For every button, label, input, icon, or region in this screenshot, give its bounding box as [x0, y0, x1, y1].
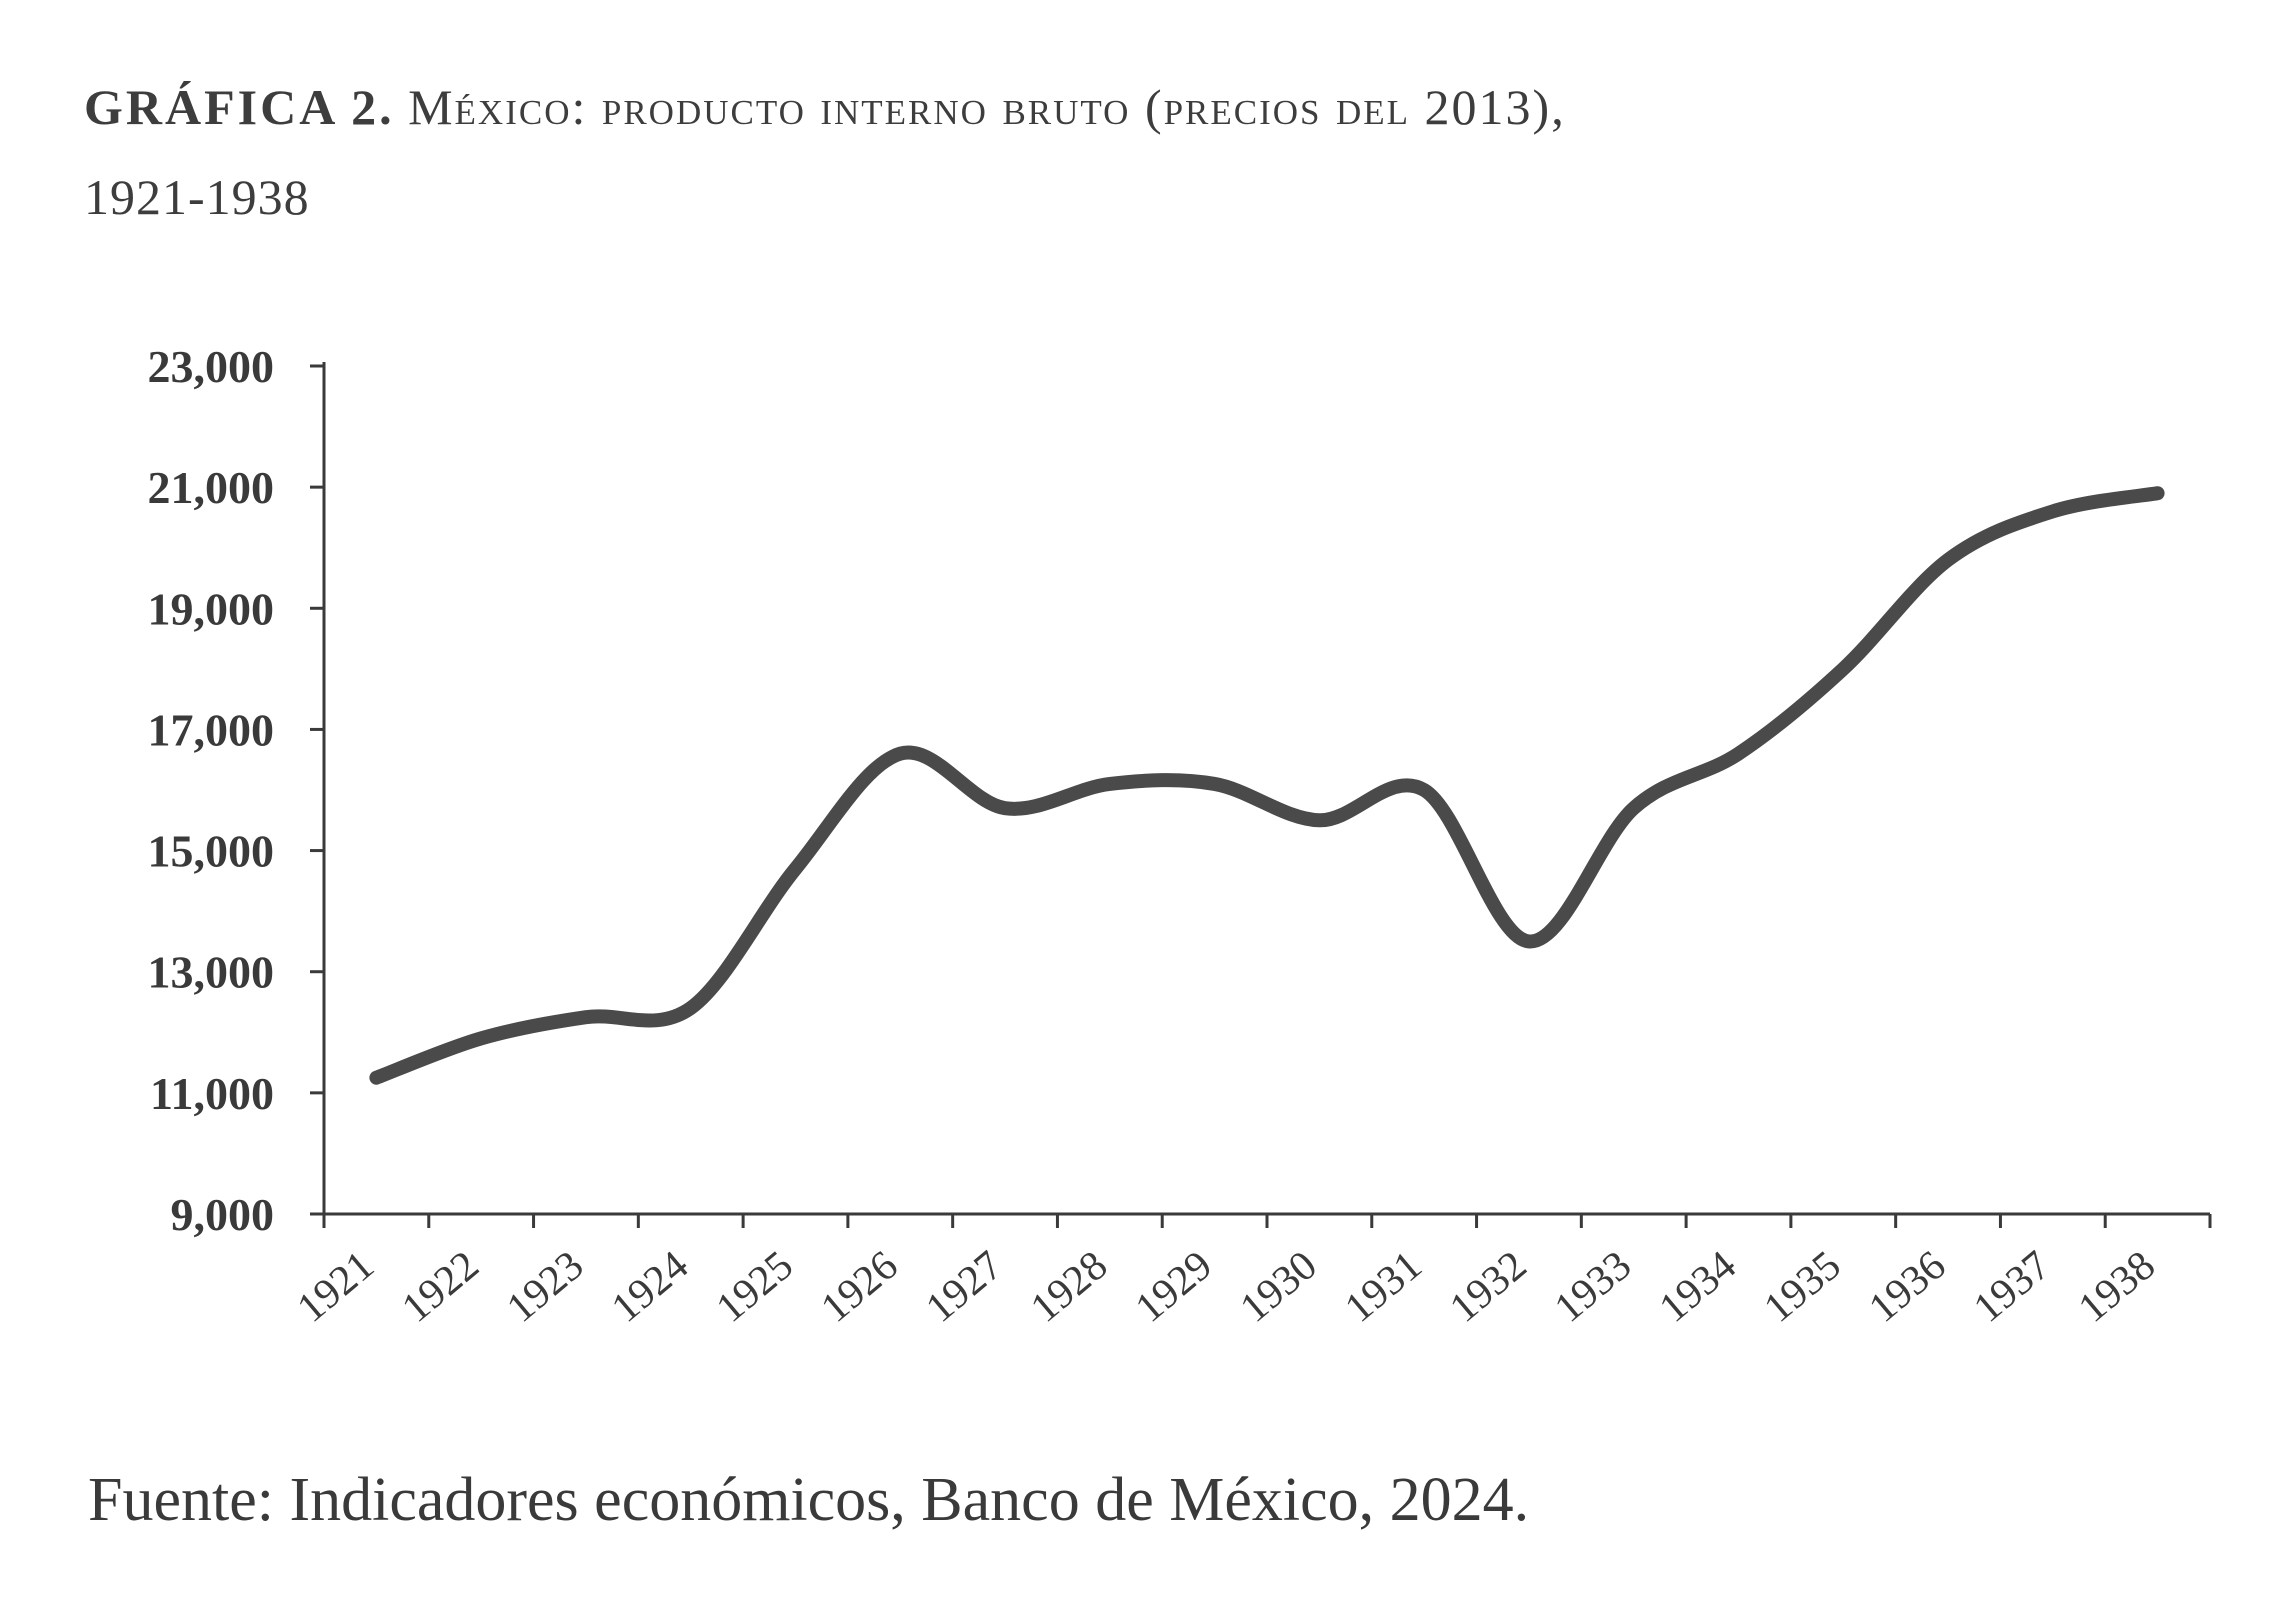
x-tick-label: 1924: [603, 1242, 697, 1331]
data-point: [1732, 747, 1746, 761]
data-point: [579, 1010, 593, 1024]
line-chart: 9,000 11,000 13,000 15,000 17,000 19,000 21,00…: [148, 341, 2212, 1332]
x-tick-label: 1934: [1651, 1242, 1745, 1331]
chart-title: GRÁFICA 2. México: producto interno brut…: [84, 62, 2204, 242]
source-note: Fuente: Indicadores económicos, Banco de…: [88, 1466, 1530, 1534]
data-point: [2151, 486, 2165, 500]
y-tick-label: 19,000: [148, 583, 275, 634]
data-point: [789, 862, 803, 876]
data-point: [1417, 783, 1431, 797]
data-point: [1522, 934, 1536, 948]
y-tick-label: 15,000: [148, 826, 275, 877]
y-tick-label: 9,000: [171, 1189, 275, 1240]
data-series: [369, 486, 2165, 1085]
x-tick-label: 1929: [1127, 1242, 1221, 1331]
x-tick-label: 1938: [2070, 1242, 2164, 1331]
y-tick-label: 21,000: [148, 462, 275, 513]
data-point: [998, 801, 1012, 815]
x-tick-label: 1932: [1441, 1242, 1535, 1331]
x-tick-label: 1922: [394, 1242, 488, 1331]
data-point: [1941, 553, 1955, 567]
x-tick-label: 1926: [813, 1242, 907, 1331]
data-point: [1208, 777, 1222, 791]
data-point: [1836, 662, 1850, 676]
data-point: [369, 1071, 383, 1085]
data-point: [474, 1031, 488, 1045]
x-tick-label: 1927: [918, 1242, 1012, 1331]
chart-axes: [322, 362, 2210, 1216]
data-point: [893, 747, 907, 761]
x-tick-label: 1928: [1022, 1242, 1116, 1331]
y-tick-label: 13,000: [148, 947, 275, 998]
gdp-series-line: [369, 486, 2165, 1085]
x-tick-label: 1925: [708, 1242, 802, 1331]
x-tick-label: 1923: [498, 1242, 592, 1331]
chart-label: GRÁFICA 2.: [84, 79, 395, 135]
data-point: [1312, 813, 1326, 827]
x-tick-label: 1931: [1337, 1242, 1431, 1331]
data-point: [1627, 801, 1641, 815]
x-tick-label: 1933: [1546, 1242, 1640, 1331]
data-point: [684, 1001, 698, 1015]
x-tick-label: 1937: [1965, 1242, 2059, 1331]
x-tick-label: 1936: [1861, 1242, 1955, 1331]
x-tick-label: 1935: [1756, 1242, 1850, 1331]
y-tick-label: 17,000: [148, 704, 275, 755]
x-tick-label: 1930: [1232, 1242, 1326, 1331]
data-point: [1103, 777, 1117, 791]
chart-title-main: México: producto interno bruto (precios …: [408, 79, 1566, 135]
y-axis-ticks: 9,000 11,000 13,000 15,000 17,000 19,000 21,00…: [148, 341, 324, 1240]
y-tick-label: 23,000: [148, 341, 275, 392]
chart-title-years: 1921-1938: [84, 169, 310, 225]
y-tick-label: 11,000: [150, 1068, 274, 1119]
data-point: [2046, 504, 2060, 518]
x-axis-ticks: 1921 1922 1923 1924 1925 1926 1927 1928 1929 1930…: [289, 1214, 2212, 1332]
x-tick-label: 1921: [289, 1242, 383, 1331]
